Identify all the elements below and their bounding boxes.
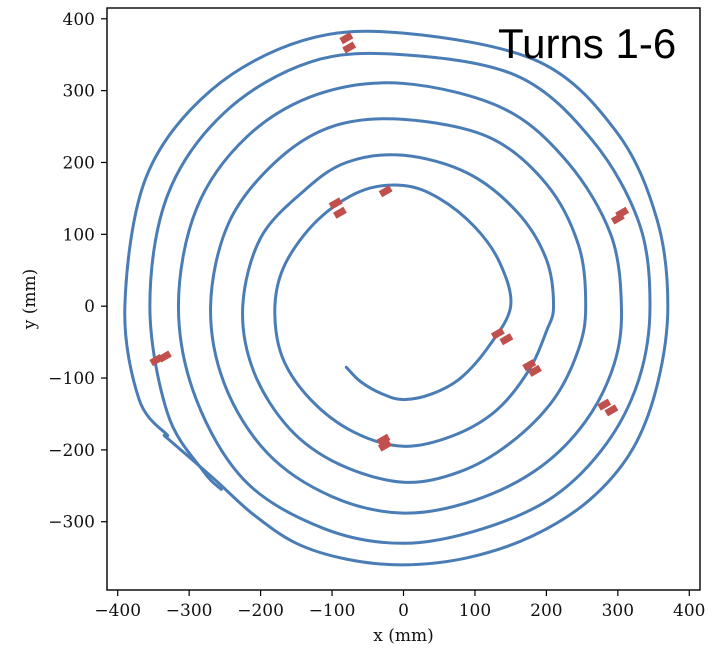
plot-frame [106, 7, 701, 591]
marker-10 [490, 327, 505, 340]
marker-16 [597, 398, 612, 411]
x-tick-label: −100 [309, 601, 356, 621]
marker-15 [377, 439, 392, 452]
marker-2 [342, 41, 357, 54]
y-tick-label: 300 [63, 82, 95, 102]
marker-12 [522, 359, 537, 372]
x-tick-label: 300 [602, 601, 634, 621]
marker-9 [157, 350, 172, 363]
x-tick-label: 400 [673, 601, 705, 621]
y-axis: −300 −200 −100 0 100 200 300 400 [48, 10, 107, 533]
marker-4 [332, 206, 347, 219]
spiral-series-2 [123, 29, 670, 567]
x-axis: −400 −300 −200 −100 0 100 200 300 400 [94, 590, 706, 621]
x-tick-label: −300 [166, 601, 213, 621]
y-tick-label: −200 [48, 441, 95, 461]
y-axis-label: y (mm) [20, 269, 40, 331]
y-tick-label: 100 [63, 225, 95, 245]
y-tick-label: −100 [48, 369, 95, 389]
y-tick-label: −300 [48, 513, 95, 533]
x-tick-label: −200 [237, 601, 284, 621]
x-tick-label: 100 [459, 601, 491, 621]
x-axis-label: x (mm) [373, 626, 434, 646]
x-tick-label: 200 [530, 601, 562, 621]
marker-17 [604, 404, 619, 417]
y-tick-label: 400 [63, 10, 95, 30]
annotation-text: Turns 1-6 [498, 20, 676, 67]
marker-5 [378, 185, 393, 198]
x-tick-label: 0 [398, 601, 409, 621]
y-tick-label: 200 [63, 153, 95, 173]
spiral-series-1 [148, 51, 652, 545]
marker-14 [376, 433, 391, 446]
marker-layer [149, 32, 630, 452]
series-layer [123, 29, 670, 567]
marker-7 [615, 206, 630, 219]
marker-11 [499, 333, 514, 346]
y-tick-label: 0 [84, 297, 95, 317]
x-tick-label: −400 [94, 601, 141, 621]
marker-3 [328, 197, 343, 210]
marker-13 [528, 364, 542, 377]
marker-1 [339, 32, 354, 45]
